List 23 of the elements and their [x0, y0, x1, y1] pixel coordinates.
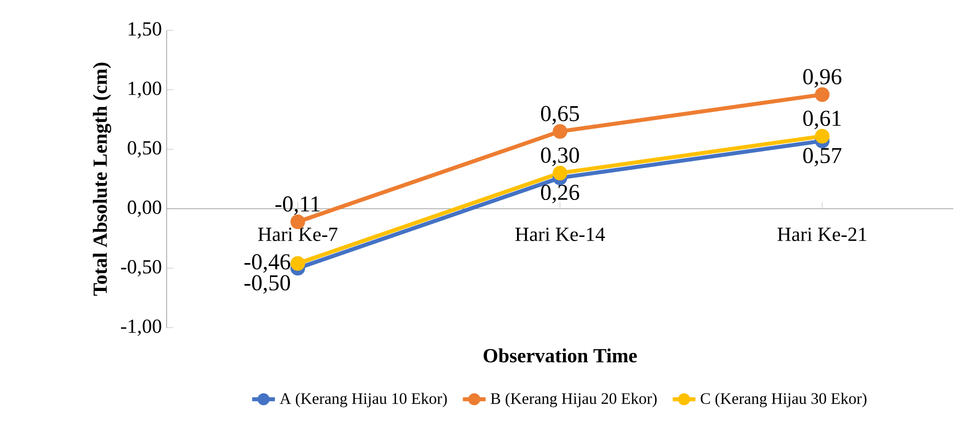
y-tick-label: 1,50 [128, 22, 162, 39]
data-label: -0,46 [244, 254, 290, 273]
y-tick-label: 0,00 [128, 200, 162, 217]
y-axis-title: Total Absolute Length (cm) [92, 62, 112, 296]
legend-label: C (Kerang Hijau 30 Ekor) [700, 392, 866, 408]
y-tick-label: 1,00 [128, 82, 162, 98]
data-label: 0,65 [541, 106, 579, 124]
data-label: 0,96 [803, 69, 842, 88]
legend-label: A (Kerang Hijau 10 Ekor) [280, 392, 447, 408]
data-label: 0,57 [803, 148, 842, 166]
x-tick-label: Hari Ke-14 [515, 228, 605, 242]
y-tick-label: -0,50 [121, 260, 162, 276]
data-label: -0,50 [244, 275, 290, 294]
x-tick-label: Hari Ke-21 [778, 228, 866, 242]
data-label: 0,61 [803, 110, 841, 130]
y-tick-label: 0,50 [128, 141, 162, 158]
y-tick-label: -1,00 [121, 319, 162, 336]
legend-label: B (Kerang Hijau 20 Ekor) [490, 392, 657, 408]
x-axis-title: Observation Time [484, 348, 637, 362]
data-label: 0,30 [541, 148, 579, 166]
data-label: 0,26 [541, 184, 580, 204]
data-label: -0,11 [275, 196, 320, 215]
x-tick-label: Hari Ke-7 [258, 228, 338, 242]
